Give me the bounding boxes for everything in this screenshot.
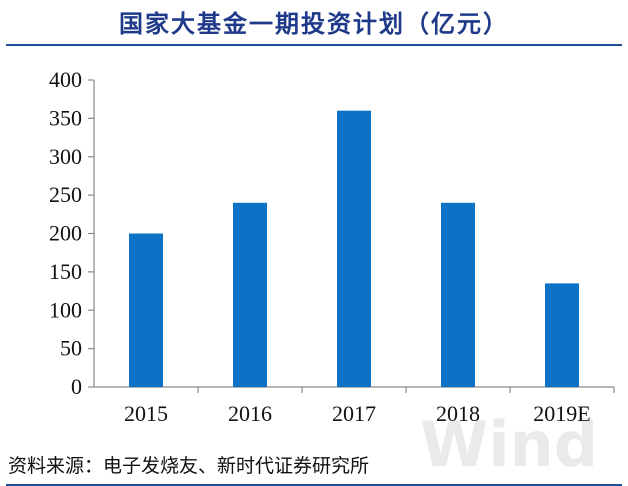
bar-2016 — [233, 202, 267, 387]
title-divider — [6, 44, 622, 46]
y-tick-label: 0 — [71, 374, 82, 399]
y-tick-label: 200 — [49, 221, 82, 246]
x-tick-label: 2016 — [228, 401, 272, 426]
bar-2019E — [545, 283, 579, 387]
bar-2017 — [337, 110, 371, 387]
y-tick-label: 50 — [60, 336, 82, 361]
x-tick-label: 2017 — [332, 401, 376, 426]
bar-2018 — [441, 202, 475, 387]
chart-bars — [129, 110, 579, 387]
y-tick-label: 150 — [49, 259, 82, 284]
chart-title: 国家大基金一期投资计划（亿元） — [119, 10, 509, 38]
footer-divider — [6, 484, 622, 486]
y-tick-label: 350 — [49, 105, 82, 130]
bar-2015 — [129, 233, 163, 387]
x-tick-label: 2019E — [533, 401, 590, 426]
x-tick-label: 2015 — [124, 401, 168, 426]
source-note: 资料来源：电子发烧友、新时代证券研究所 — [8, 455, 370, 477]
wind-watermark: Wind — [420, 408, 599, 481]
chart-tick-labels: 0 50 100 150 200 250 300 350 400 2015 2016 2017 2018… — [49, 67, 591, 426]
y-tick-label: 250 — [49, 182, 82, 207]
x-tick-label: 2018 — [436, 401, 480, 426]
y-tick-label: 100 — [49, 297, 82, 322]
y-tick-label: 300 — [49, 144, 82, 169]
y-tick-label: 400 — [49, 67, 82, 92]
